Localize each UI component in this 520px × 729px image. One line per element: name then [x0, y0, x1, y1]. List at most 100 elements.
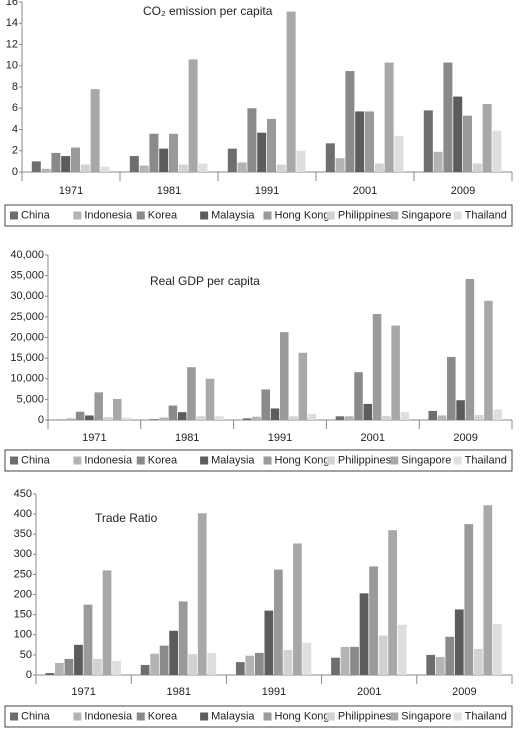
bar: [298, 352, 308, 420]
y-tick-label: 8: [12, 81, 18, 93]
bar: [61, 156, 71, 172]
bar: [112, 398, 122, 420]
y-tick-label: 20,000: [10, 331, 44, 343]
bar: [112, 660, 121, 675]
legend-label: Hong Kong: [275, 710, 330, 722]
bar: [102, 570, 112, 675]
bar: [350, 646, 359, 675]
y-tick-label: 0: [38, 414, 44, 426]
chart-title: Real GDP per capita: [150, 274, 260, 288]
bar: [454, 609, 464, 675]
y-tick-label: 250: [14, 568, 32, 580]
x-tick-label: 1991: [255, 185, 279, 197]
bar: [365, 111, 375, 172]
bar: [286, 11, 296, 172]
legend-label: Philippines: [338, 454, 392, 466]
bar: [140, 664, 150, 675]
legend-swatch: [453, 712, 462, 721]
bar: [388, 530, 397, 675]
x-tick-label: 2001: [357, 686, 381, 698]
legend-label: China: [21, 710, 51, 722]
bar: [252, 416, 261, 420]
legend-label: Korea: [148, 454, 178, 466]
y-tick-label: 100: [14, 629, 32, 641]
y-tick-label: 2: [12, 145, 18, 157]
legend-swatch: [390, 456, 399, 465]
legend-label: Malaysia: [211, 209, 255, 221]
x-tick-label: 1991: [262, 686, 286, 698]
y-tick-label: 16: [6, 0, 18, 8]
y-tick-label: 15,000: [10, 352, 44, 364]
legend-swatch: [326, 456, 335, 465]
bar: [354, 372, 363, 420]
bar: [129, 156, 139, 172]
y-tick-label: 40,000: [10, 249, 44, 261]
bar: [369, 566, 378, 675]
legend-box: [4, 204, 513, 227]
bar: [103, 417, 113, 420]
y-tick-label: 0: [12, 166, 18, 178]
legend-swatch: [326, 712, 335, 721]
bar: [493, 409, 502, 420]
x-tick-label: 1981: [175, 432, 199, 444]
legend-swatch: [10, 456, 18, 465]
y-tick-label: 150: [14, 609, 32, 621]
x-tick-label: 1981: [167, 686, 191, 698]
bar: [267, 118, 277, 172]
bar: [205, 378, 215, 420]
bar: [428, 410, 438, 420]
bar: [187, 367, 196, 420]
bar: [280, 332, 289, 420]
bar: [331, 657, 340, 675]
bar: [150, 419, 159, 420]
bar: [296, 150, 306, 172]
bar: [178, 601, 188, 675]
bar: [372, 313, 382, 420]
bar: [74, 644, 83, 675]
legend-label: Korea: [148, 710, 178, 722]
bar: [453, 96, 463, 172]
bar: [237, 162, 247, 172]
bar: [426, 654, 436, 675]
bar: [51, 152, 61, 172]
bar: [276, 164, 286, 172]
legend-box: [4, 705, 513, 728]
y-tick-label: 10: [6, 60, 18, 72]
legend-swatch: [263, 211, 272, 220]
bar: [245, 655, 255, 675]
bar: [149, 133, 159, 172]
bar: [159, 645, 169, 675]
legend-label: Indonesia: [84, 454, 133, 466]
bar: [31, 161, 41, 172]
bar: [423, 110, 433, 172]
legend-swatch: [453, 456, 462, 465]
bar: [472, 163, 482, 172]
bar: [374, 163, 384, 172]
bar: [264, 610, 274, 675]
legend-swatch: [73, 211, 82, 220]
legend-swatch: [200, 211, 209, 220]
y-tick-label: 450: [14, 488, 32, 500]
legend-swatch: [200, 456, 209, 465]
bar: [64, 658, 74, 675]
legend-swatch: [73, 456, 82, 465]
bar: [242, 418, 252, 420]
bar: [394, 135, 404, 172]
bar: [465, 278, 475, 420]
bar: [90, 89, 100, 172]
bar: [443, 62, 453, 172]
bar: [340, 646, 350, 675]
bar: [270, 408, 280, 420]
legend-label: Singapore: [401, 454, 451, 466]
bar: [254, 652, 264, 675]
bar: [75, 411, 85, 420]
bar: [492, 623, 502, 675]
bar: [492, 130, 502, 172]
bar: [344, 416, 354, 420]
bar: [355, 111, 365, 172]
y-tick-label: 5,000: [16, 393, 44, 405]
x-tick-label: 1971: [59, 185, 83, 197]
chart-title: CO₂ emission per capita: [143, 4, 273, 18]
y-tick-label: 30,000: [10, 290, 44, 302]
